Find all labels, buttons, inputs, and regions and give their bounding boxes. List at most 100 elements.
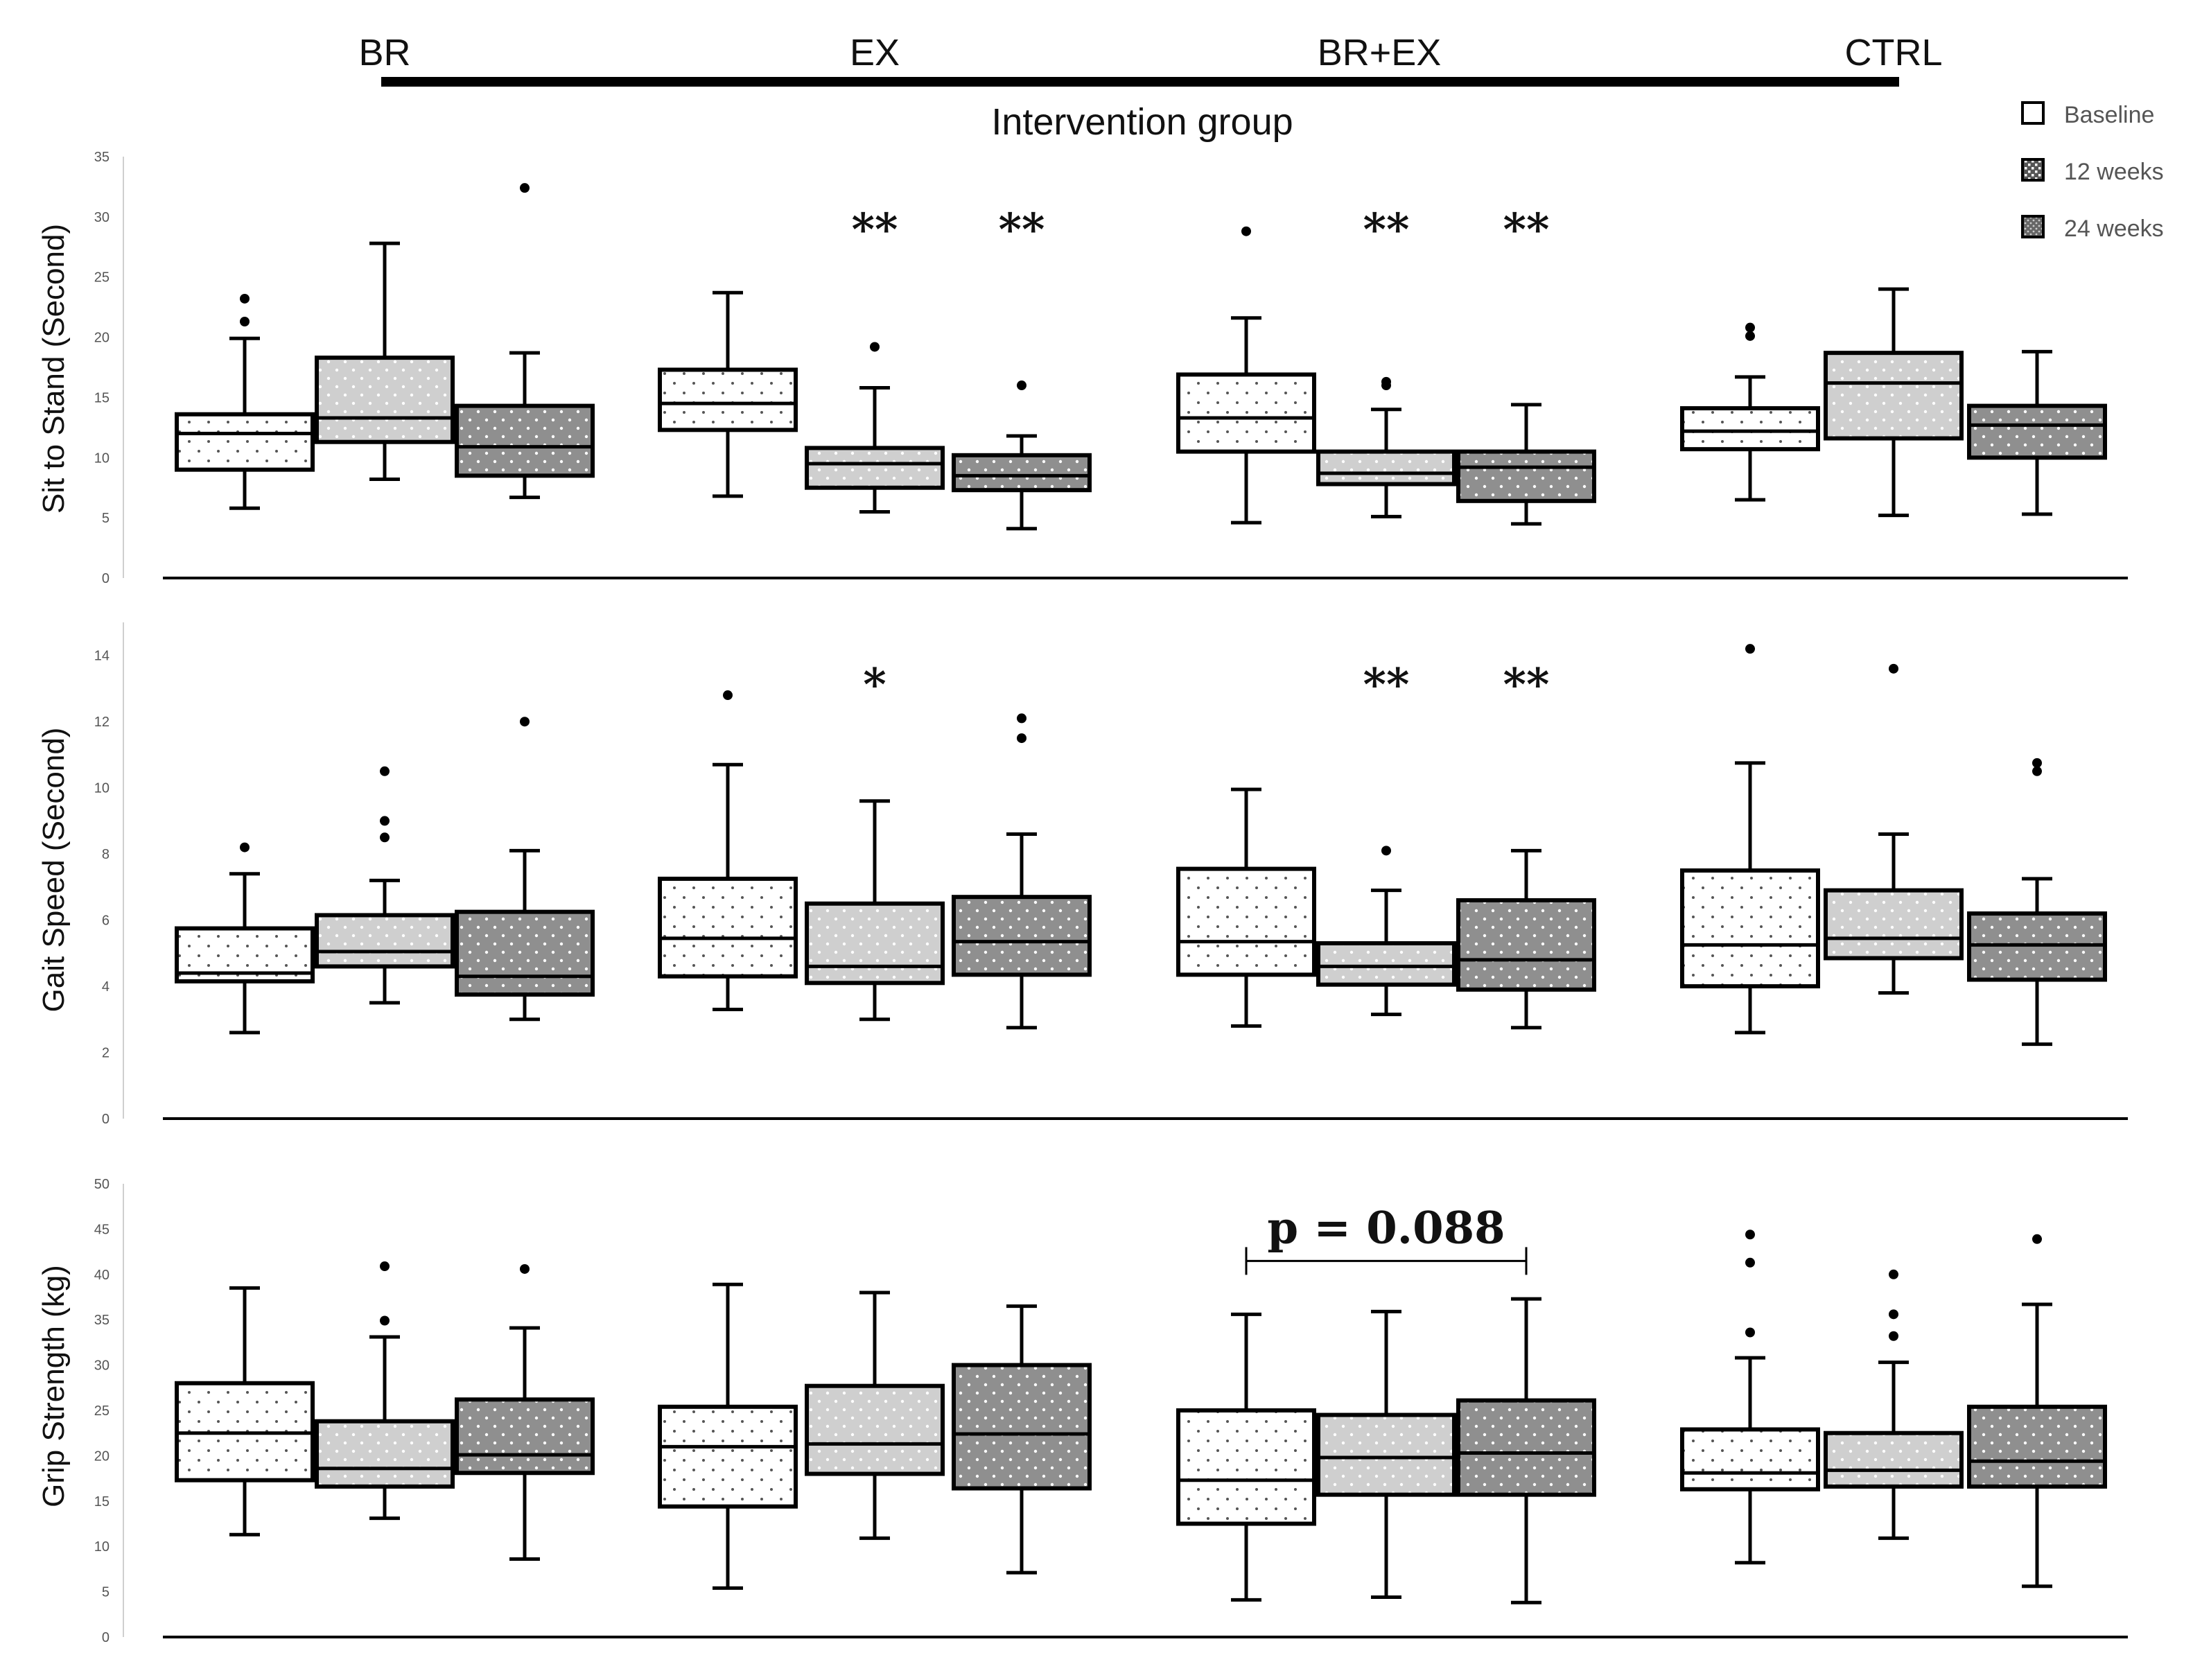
box-iqr [1176, 372, 1316, 454]
box-iqr [805, 446, 945, 490]
outlier-point [723, 690, 733, 701]
box-iqr [1680, 406, 1820, 452]
box-iqr [1824, 888, 1964, 961]
group-header: BR EX BR+EX CTRL Intervention group [358, 32, 1942, 143]
box-brex-24w [1456, 403, 1596, 526]
legend-swatch-24-weeks [2021, 215, 2045, 238]
box-iqr [455, 1397, 595, 1476]
box-brex-12w [1316, 1309, 1456, 1599]
box-br-12w [315, 241, 455, 482]
box-iqr [315, 913, 455, 969]
y-tick-label: 50 [94, 1177, 110, 1192]
panel-sit-to-stand: Sit to Stand (Second) 0 5 10 15 20 25 30 35 ** **… [37, 150, 2128, 586]
y-tick-label: 10 [94, 781, 110, 796]
box-iqr [805, 1383, 945, 1476]
box-iqr [805, 901, 945, 986]
y-tick-label: 35 [94, 150, 110, 165]
y-tick-label: 30 [94, 1358, 110, 1374]
box-br-24w [455, 717, 595, 1022]
box-iqr [455, 909, 595, 997]
box-ex-24w [952, 380, 1092, 531]
box-iqr [1176, 1408, 1316, 1526]
box-iqr [952, 895, 1092, 977]
y-tick-label: 0 [102, 1630, 110, 1645]
y-tick-label: 2 [102, 1046, 110, 1061]
y-tick-label: 30 [94, 210, 110, 225]
group-label-ctrl: CTRL [1844, 32, 1942, 73]
outlier-point [1745, 331, 1755, 341]
significance-marker: ** [1363, 659, 1410, 711]
outlier-point [380, 1261, 390, 1272]
box-iqr [658, 1404, 798, 1509]
significance-marker: ** [1363, 204, 1410, 256]
box-br-baseline [175, 1286, 315, 1537]
outlier-point [1381, 376, 1391, 387]
box-iqr [952, 1363, 1092, 1491]
y-axis-title-grip-strength: Grip Strength (kg) [37, 1265, 71, 1507]
box-iqr [658, 367, 798, 432]
outlier-point [1745, 322, 1755, 333]
y-tick-label: 35 [94, 1313, 110, 1328]
y-axis-title-sit-to-stand: Sit to Stand (Second) [37, 224, 71, 514]
outlier-point [1745, 1257, 1755, 1268]
box-iqr [952, 453, 1092, 493]
y-tick-label: 15 [94, 1494, 110, 1510]
y-tick-label: 8 [102, 847, 110, 862]
significance-marker: * [863, 659, 886, 711]
box-iqr [1456, 898, 1596, 992]
outlier-point [1889, 1309, 1898, 1320]
box-iqr [1176, 866, 1316, 977]
y-tick-label: 25 [94, 270, 110, 286]
box-brex-baseline [1176, 226, 1316, 525]
outlier-point [1745, 1230, 1755, 1240]
box-ex-12w [805, 1290, 945, 1540]
box-brex-baseline [1176, 1312, 1316, 1602]
box-ctrl-24w [1967, 758, 2107, 1047]
box-iqr [1680, 1427, 1820, 1491]
box-brex-12w [1316, 846, 1456, 1017]
box-iqr [1316, 449, 1456, 487]
outlier-point [520, 183, 530, 193]
legend: Baseline 12 weeks 24 weeks [2021, 101, 2164, 242]
box-ex-baseline [658, 1282, 798, 1590]
y-tick-label: 20 [94, 331, 110, 346]
x-axis-title: Intervention group [991, 101, 1293, 143]
outlier-point [1381, 846, 1391, 856]
box-ctrl-12w [1824, 663, 1964, 995]
y-tick-label: 14 [94, 649, 110, 664]
box-ex-12w [805, 799, 945, 1022]
box-br-12w [315, 766, 455, 1005]
outlier-point [380, 1315, 390, 1326]
outlier-point [870, 342, 880, 352]
box-ex-24w [952, 713, 1092, 1030]
box-iqr [175, 412, 315, 472]
legend-label-12-weeks: 12 weeks [2064, 159, 2164, 185]
outlier-point [1889, 1331, 1898, 1341]
outlier-point [240, 293, 250, 304]
significance-marker: ** [999, 204, 1045, 256]
box-iqr [455, 403, 595, 478]
y-tick-label: 12 [94, 715, 110, 730]
box-ex-12w [805, 342, 945, 514]
outlier-point [520, 717, 530, 727]
box-iqr [315, 356, 455, 444]
box-ex-baseline [658, 690, 798, 1011]
box-iqr [1456, 449, 1596, 503]
y-tick-label: 4 [102, 979, 110, 995]
y-tick-label: 0 [102, 571, 110, 586]
box-iqr [1824, 1430, 1964, 1489]
box-br-baseline [175, 842, 315, 1035]
box-ex-24w [952, 1304, 1092, 1575]
box-iqr [1967, 403, 2107, 460]
legend-label-24-weeks: 24 weeks [2064, 216, 2164, 242]
box-ctrl-baseline [1680, 322, 1820, 502]
outlier-point [240, 316, 250, 326]
box-iqr [1316, 941, 1456, 987]
box-brex-baseline [1176, 787, 1316, 1028]
outlier-point [2032, 1234, 2042, 1244]
box-ctrl-12w [1824, 287, 1964, 518]
outlier-point [380, 816, 390, 826]
group-label-ex: EX [850, 32, 900, 73]
y-tick-label: 5 [102, 511, 110, 526]
